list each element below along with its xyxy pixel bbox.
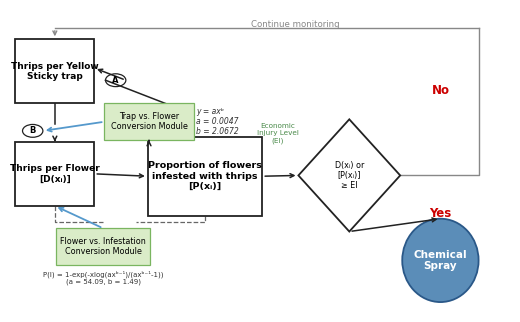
Text: A: A xyxy=(112,76,119,85)
Text: Flower vs. Infestation
Conversion Module: Flower vs. Infestation Conversion Module xyxy=(60,237,146,256)
FancyBboxPatch shape xyxy=(16,39,94,103)
Text: B: B xyxy=(30,126,36,135)
Polygon shape xyxy=(298,119,400,232)
Text: P(I) = 1-exp(-xlog(axᵇ⁻¹)/(axᵇ⁻¹-1))
(a = 54.09, b = 1.49): P(I) = 1-exp(-xlog(axᵇ⁻¹)/(axᵇ⁻¹-1)) (a … xyxy=(43,270,163,285)
Text: Continue monitoring: Continue monitoring xyxy=(251,20,340,29)
Text: Economic
Injury Level
(EI): Economic Injury Level (EI) xyxy=(256,124,298,144)
Text: y = axᵇ
a = 0.0047
b = 2.0672: y = axᵇ a = 0.0047 b = 2.0672 xyxy=(196,107,239,137)
Ellipse shape xyxy=(402,219,478,302)
FancyBboxPatch shape xyxy=(56,228,150,265)
Text: No: No xyxy=(432,84,449,97)
FancyBboxPatch shape xyxy=(148,137,262,215)
FancyBboxPatch shape xyxy=(16,142,94,206)
Text: D(xᵢ) or
[P(xᵢ)]
≥ EI: D(xᵢ) or [P(xᵢ)] ≥ EI xyxy=(334,161,364,190)
Text: Proportion of flowers
infested with thrips
[P(xᵢ)]: Proportion of flowers infested with thri… xyxy=(148,161,262,191)
Text: Thrips per Flower
[D(xᵢ)]: Thrips per Flower [D(xᵢ)] xyxy=(10,164,100,184)
Text: Trap vs. Flower
Conversion Module: Trap vs. Flower Conversion Module xyxy=(111,112,187,131)
Text: Yes: Yes xyxy=(430,207,451,220)
FancyBboxPatch shape xyxy=(105,103,193,140)
Text: Thrips per Yellow
Sticky trap: Thrips per Yellow Sticky trap xyxy=(11,62,99,81)
Text: Chemical
Spray: Chemical Spray xyxy=(413,250,467,271)
